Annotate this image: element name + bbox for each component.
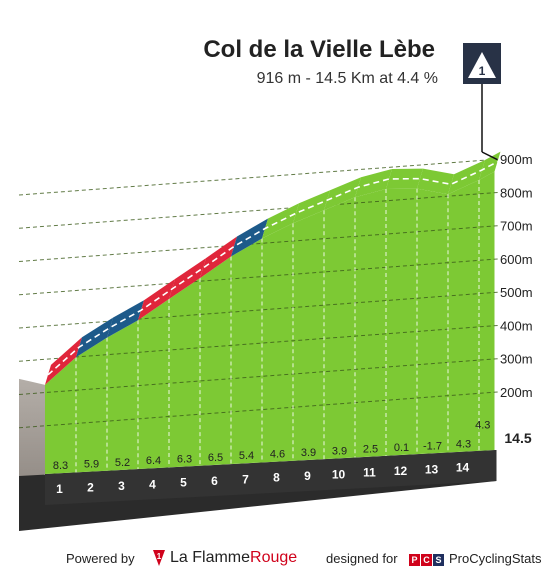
gradient-label-14: 4.3 — [475, 419, 490, 431]
brand-plain: La Flamme — [170, 549, 251, 566]
x-tick-label-3: 4 — [149, 477, 156, 491]
profile-ribbon-4 — [169, 258, 206, 300]
profile-ribbon-5 — [200, 236, 237, 279]
gradient-label-12: -1.7 — [423, 440, 442, 452]
summit-leader-tail — [481, 151, 498, 161]
x-tick-label-13: 14 — [456, 461, 470, 475]
gridline-5 — [18, 225, 501, 262]
x-tick-label-10: 11 — [363, 466, 376, 480]
pcs-badge-c: C — [421, 554, 432, 566]
y-tick-label-1: 300m — [500, 352, 533, 367]
gradient-label-10: 2.5 — [363, 444, 378, 456]
y-tick-label-4: 600m — [500, 252, 533, 267]
gridline-3 — [18, 291, 501, 329]
gridline-0 — [18, 391, 501, 429]
brand-red: Rouge — [250, 549, 298, 566]
x-tick-label-5: 6 — [211, 474, 218, 488]
profile-ribbon-7 — [262, 203, 299, 239]
gradient-label-13: 4.3 — [456, 439, 471, 451]
elevation-profile-chart: 200m 300m 400m 500m 600m 700m 800m 900m 8.3 5.9 5.… — [18, 43, 533, 531]
y-tick-label-2: 400m — [500, 318, 533, 333]
x-tick-label-0: 1 — [56, 482, 63, 496]
gradient-label-2: 5.2 — [115, 457, 130, 469]
profile-ribbon-1 — [76, 317, 113, 358]
chart-title: Col de la Vielle Lèbe — [203, 36, 435, 63]
y-tick-label-7: 900m — [500, 152, 533, 167]
pcs-name[interactable]: ProCyclingStats — [449, 551, 542, 566]
x-tick-label-2: 3 — [118, 479, 125, 493]
profile-base-front — [45, 450, 497, 505]
profile-centerline — [47, 160, 498, 376]
x-tick-label-11: 12 — [394, 464, 408, 478]
flamme-rouge-icon: 1 — [151, 548, 167, 571]
gradient-label-8: 3.9 — [301, 447, 316, 459]
category-number: 1 — [479, 64, 486, 78]
x-tick-label-7: 8 — [273, 471, 280, 485]
x-tick-label-9: 10 — [332, 467, 346, 481]
category-triangle-icon — [468, 52, 496, 78]
footer: Powered by 1 La FlammeRouge designed for… — [0, 546, 555, 570]
profile-ribbon-9 — [324, 177, 361, 211]
gridline-4 — [18, 258, 501, 296]
gradient-label-9: 3.9 — [332, 445, 347, 457]
gradient-label-4: 6.3 — [177, 454, 192, 466]
x-tick-label-14: 14.5 — [504, 430, 531, 446]
powered-by-text: Powered by — [66, 551, 135, 566]
gridline-2 — [18, 324, 501, 362]
gridline-1 — [18, 358, 501, 395]
y-tick-label-0: 200m — [500, 385, 533, 400]
pcs-badge-s: S — [433, 554, 444, 566]
gradient-label-3: 6.4 — [146, 455, 161, 467]
gridline-7 — [18, 158, 501, 196]
profile-area — [45, 171, 495, 474]
chart-subtitle: 916 m - 14.5 Km at 4.4 % — [256, 70, 438, 87]
y-tick-label-5: 700m — [500, 219, 533, 234]
x-tick-label-6: 7 — [242, 472, 249, 486]
svg-text:1: 1 — [157, 552, 162, 561]
gridline-6 — [18, 191, 501, 229]
gradient-label-6: 5.4 — [239, 450, 254, 462]
y-tick-label-6: 800m — [500, 185, 533, 200]
gradient-label-7: 4.6 — [270, 449, 285, 461]
flamme-rouge-logo[interactable]: La FlammeRouge — [170, 549, 297, 567]
gradient-label-0: 8.3 — [53, 460, 68, 472]
x-tick-label-1: 2 — [87, 481, 94, 495]
pcs-badge-p: P — [409, 554, 420, 566]
designed-for-text: designed for — [326, 551, 398, 566]
x-tick-label-8: 9 — [304, 469, 311, 483]
x-tick-label-4: 5 — [180, 476, 187, 490]
gradient-label-1: 5.9 — [84, 459, 99, 471]
x-tick-label-12: 13 — [425, 462, 439, 476]
y-tick-label-3: 500m — [500, 285, 533, 300]
gradient-label-5: 6.5 — [208, 452, 223, 464]
gradient-label-11: 0.1 — [394, 442, 409, 454]
profile-side-face — [19, 378, 45, 496]
